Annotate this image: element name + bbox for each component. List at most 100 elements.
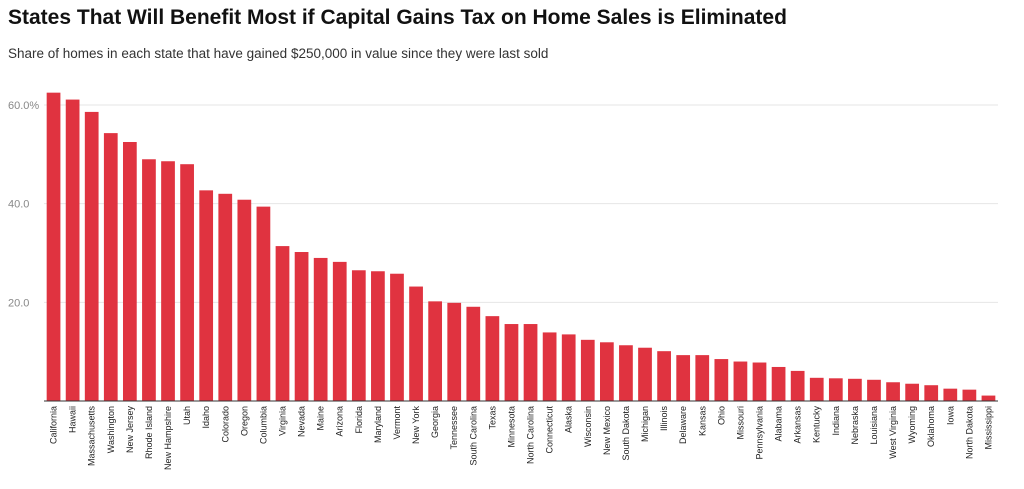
x-tick-label: Kentucky	[812, 406, 822, 444]
x-tick-label: Iowa	[945, 406, 955, 425]
bar-massachusetts	[84, 111, 99, 401]
bar-colorado	[218, 193, 233, 401]
x-tick-label: Ohio	[716, 406, 726, 425]
bar-maine	[313, 257, 328, 401]
x-tick-label: Alaska	[564, 406, 574, 433]
x-tick-label: Nebraska	[850, 406, 860, 445]
x-tick-label: North Dakota	[964, 406, 974, 459]
bar-wyoming	[905, 383, 920, 401]
x-tick-label: Indiana	[831, 406, 841, 436]
bar-arizona	[332, 261, 347, 401]
x-tick-label: Arkansas	[793, 406, 803, 444]
x-tick-label: Massachusetts	[87, 406, 97, 467]
bar-mississippi	[981, 395, 996, 401]
x-tick-label: South Dakota	[621, 406, 631, 461]
bar-alabama	[771, 366, 786, 401]
x-tick-label: New Jersey	[125, 406, 135, 454]
bar-nevada	[294, 252, 309, 401]
bar-nebraska	[848, 378, 862, 401]
chart-subtitle: Share of homes in each state that have g…	[8, 46, 549, 61]
bar-missouri	[733, 361, 748, 401]
x-tick-label: Virginia	[278, 406, 288, 436]
x-tick-label: Oregon	[239, 406, 249, 436]
x-tick-label: California	[49, 406, 59, 444]
bar-minnesota	[504, 324, 519, 401]
bar-california	[46, 92, 61, 402]
x-tick-label: Colorado	[220, 406, 230, 443]
bar-hawaii	[65, 99, 80, 401]
x-tick-label: Alabama	[774, 406, 784, 442]
bar-idaho	[199, 190, 214, 401]
bars	[46, 92, 996, 402]
bar-west-virginia	[886, 382, 900, 401]
bar-delaware	[676, 355, 691, 401]
bar-kansas	[695, 355, 710, 401]
bar-new-jersey	[122, 142, 137, 401]
x-tick-label: New Mexico	[602, 406, 612, 455]
x-tick-label: Michigan	[640, 406, 650, 442]
x-tick-label: Washington	[106, 406, 116, 453]
x-tick-label: Florida	[354, 406, 364, 434]
bar-iowa	[943, 388, 958, 401]
bar-louisiana	[867, 379, 881, 401]
x-tick-label: Missouri	[735, 406, 745, 440]
bar-texas	[485, 316, 500, 401]
x-tick-label: Pennsylvania	[755, 406, 765, 460]
x-tick-label: Maine	[316, 406, 326, 431]
x-tick-label: Arizona	[335, 406, 345, 437]
bar-kentucky	[809, 377, 824, 401]
x-tick-label: Illinois	[659, 406, 669, 432]
bar-virginia	[275, 246, 290, 401]
bar-vermont	[390, 273, 404, 401]
x-tick-label: Columbia	[258, 406, 268, 444]
bar-alaska	[561, 334, 576, 401]
x-tick-label: Wisconsin	[583, 406, 593, 447]
bar-indiana	[828, 378, 843, 401]
bar-south-carolina	[466, 306, 481, 401]
bar-pennsylvania	[752, 362, 767, 401]
x-tick-label: Kansas	[697, 406, 707, 437]
bar-north-carolina	[523, 324, 538, 401]
bar-washington	[103, 133, 118, 401]
bar-columbia	[256, 206, 271, 401]
x-tick-label: Rhode Island	[144, 406, 154, 459]
bar-new-hampshire	[161, 161, 175, 401]
bar-maryland	[371, 271, 385, 401]
y-tick-label: 60.0%	[8, 100, 39, 112]
chart-title: States That Will Benefit Most if Capital…	[8, 6, 787, 29]
y-tick-label: 20.0	[8, 297, 29, 309]
bar-florida	[351, 270, 366, 401]
x-tick-label: Hawaii	[68, 406, 78, 433]
x-tick-label: Oklahoma	[926, 406, 936, 447]
bar-ohio	[714, 359, 729, 401]
x-tick-label: South Carolina	[468, 406, 478, 466]
x-tick-label: Idaho	[201, 406, 211, 429]
y-axis-ticks: 20.0 40.0 60.0%	[8, 100, 39, 309]
x-tick-label: Utah	[182, 406, 192, 425]
bar-rhode-island	[142, 159, 156, 401]
bar-new-mexico	[599, 342, 614, 401]
bar-connecticut	[542, 332, 557, 401]
x-tick-label: North Carolina	[526, 406, 536, 464]
x-tick-label: Connecticut	[545, 406, 555, 454]
bar-new-york	[409, 286, 423, 401]
x-tick-label: Mississippi	[983, 406, 993, 450]
x-tick-label: Texas	[487, 406, 497, 430]
x-tick-label: Georgia	[430, 406, 440, 438]
bar-georgia	[428, 301, 443, 401]
bar-illinois	[657, 351, 671, 401]
bar-utah	[180, 164, 194, 401]
bar-south-dakota	[619, 345, 633, 401]
x-tick-label: Tennessee	[449, 406, 459, 450]
x-tick-label: Wyoming	[907, 406, 917, 443]
x-tick-label: Nevada	[297, 406, 307, 437]
y-tick-label: 40.0	[8, 199, 29, 211]
bar-tennessee	[447, 302, 462, 401]
x-tick-label: New York	[411, 406, 421, 445]
x-tick-label: Vermont	[392, 406, 402, 440]
x-axis-labels: California Hawaii Massachusetts Washington N…	[49, 406, 994, 471]
bar-arkansas	[790, 370, 805, 401]
x-tick-label: Louisiana	[869, 406, 879, 445]
x-tick-label: Maryland	[373, 406, 383, 443]
